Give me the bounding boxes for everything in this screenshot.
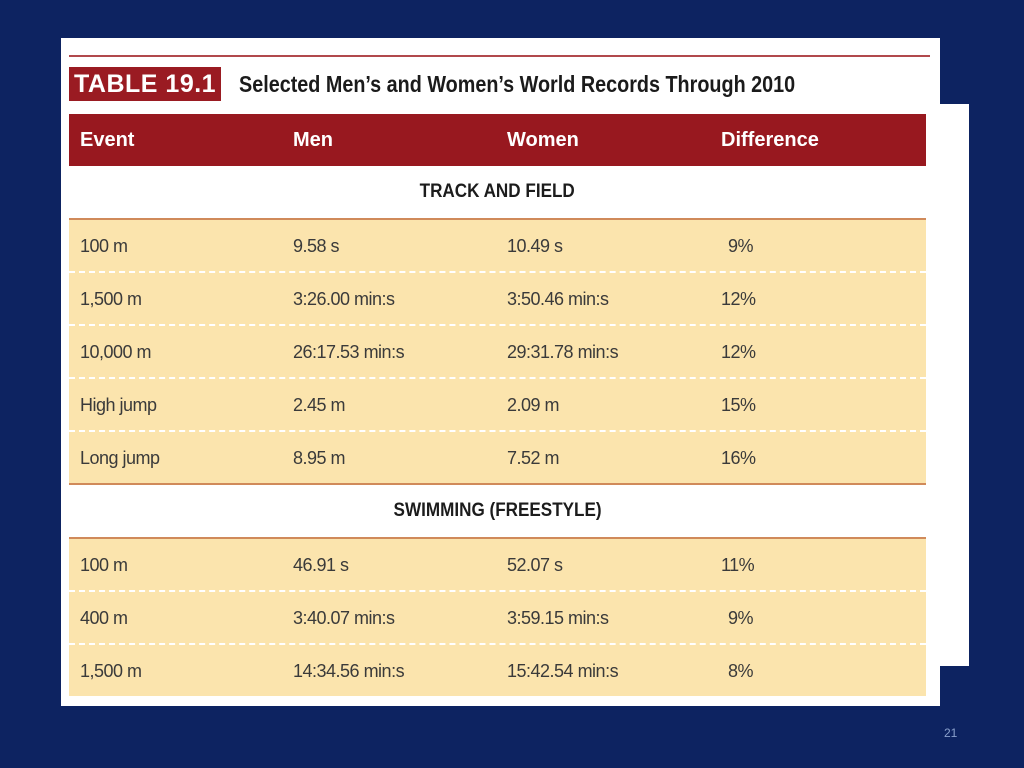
table-row: 1,500 m 3:26.00 min:s 3:50.46 min:s 12% [69,273,926,326]
cell-event: 100 m [80,555,128,575]
cell-men: 26:17.53 min:s [293,342,405,362]
column-header-difference: Difference [721,129,819,151]
table-row: 100 m 46.91 s 52.07 s 11% [69,539,926,592]
table-row: 100 m 9.58 s 10.49 s 9% [69,220,926,273]
table-title-row: TABLE 19.1 Selected Men’s and Women’s Wo… [69,66,886,102]
cell-men: 46.91 s [293,555,349,575]
cell-women: 10.49 s [507,236,563,256]
cell-women: 7.52 m [507,448,560,468]
table-row: 10,000 m 26:17.53 min:s 29:31.78 min:s 1… [69,326,926,379]
cell-women: 29:31.78 min:s [507,342,619,362]
column-header-women: Women [507,129,579,151]
top-rule [69,55,930,57]
section-body-swimming: 100 m 46.91 s 52.07 s 11% 400 m 3:40.07 … [69,539,926,696]
cell-men: 9.58 s [293,236,340,256]
cell-men: 3:40.07 min:s [293,608,395,628]
section-header-track-and-field: TRACK AND FIELD [69,166,926,220]
cell-event: 1,500 m [80,661,142,681]
section-header-swimming: SWIMMING (FREESTYLE) [69,483,926,539]
cell-men: 3:26.00 min:s [293,289,395,309]
section-body-track-and-field: 100 m 9.58 s 10.49 s 9% 1,500 m 3:26.00 … [69,220,926,483]
cell-event: 400 m [80,608,128,628]
records-table: Event Men Women Difference TRACK AND FIE… [69,114,926,696]
table-image: TABLE 19.1 Selected Men’s and Women’s Wo… [61,38,940,706]
cell-men: 2.45 m [293,395,346,415]
cell-event: High jump [80,395,157,415]
cell-women: 15:42.54 min:s [507,661,619,681]
table-number-label: TABLE 19.1 [69,67,222,101]
cell-difference: 9% [727,236,754,256]
cell-men: 14:34.56 min:s [293,661,405,681]
cell-difference: 15% [721,395,756,415]
cell-difference: 11% [721,555,755,575]
cell-event: Long jump [80,448,160,468]
cell-men: 8.95 m [293,448,346,468]
table-row: High jump 2.45 m 2.09 m 15% [69,379,926,432]
column-header-event: Event [80,129,135,151]
slide-backing-panel [940,104,969,666]
cell-event: 10,000 m [80,342,152,362]
table-row: 1,500 m 14:34.56 min:s 15:42.54 min:s 8% [69,645,926,696]
cell-women: 2.09 m [507,395,560,415]
cell-difference: 16% [721,448,756,468]
cell-difference: 8% [727,661,754,681]
cell-difference: 12% [721,289,756,309]
column-header-men: Men [293,129,333,151]
cell-women: 3:59.15 min:s [507,608,609,628]
cell-difference: 9% [727,608,754,628]
table-header-row: Event Men Women Difference [69,114,926,166]
table-row: 400 m 3:40.07 min:s 3:59.15 min:s 9% [69,592,926,645]
cell-difference: 12% [721,342,756,362]
cell-women: 3:50.46 min:s [507,289,609,309]
table-title: Selected Men’s and Women’s World Records… [239,70,796,97]
cell-event: 1,500 m [80,289,142,309]
cell-women: 52.07 s [507,555,563,575]
table-row: Long jump 8.95 m 7.52 m 16% [69,432,926,483]
slide-page-number: 21 [944,726,958,740]
cell-event: 100 m [80,236,128,256]
